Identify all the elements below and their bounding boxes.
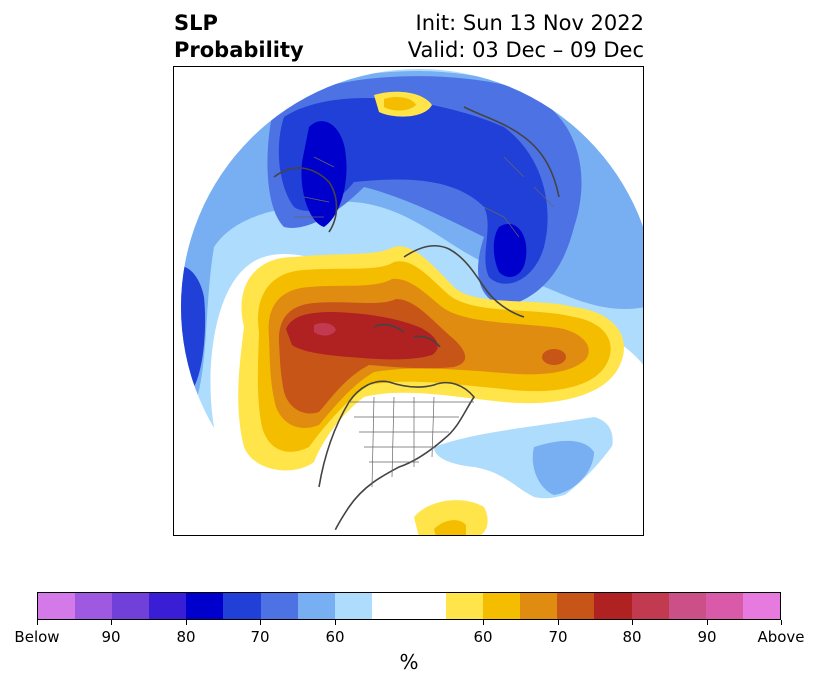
colorbar-segment [297, 593, 335, 619]
colorbar-tick-mark [558, 620, 559, 625]
above-south-region [414, 500, 488, 535]
colorbar-segment [260, 593, 298, 619]
colorbar-segment [408, 593, 447, 619]
map-panel [173, 66, 644, 536]
colorbar-segment [631, 593, 669, 619]
colorbar-segment [742, 593, 780, 619]
colorbar-segment [520, 593, 558, 619]
colorbar-tick-mark [37, 620, 38, 625]
colorbar [37, 592, 781, 620]
title-valid-range: Valid: 03 Dec – 09 Dec [407, 38, 644, 62]
colorbar-segment [594, 593, 632, 619]
colorbar-tick-label: 70 [548, 628, 568, 646]
colorbar-segment [112, 593, 150, 619]
colorbar-tick-mark [335, 620, 336, 625]
colorbar-tick-label: 60 [473, 628, 493, 646]
colorbar-segment [223, 593, 261, 619]
colorbar-segment [668, 593, 706, 619]
colorbar-tick-label: Below [14, 628, 60, 646]
title-variable: SLP [174, 11, 218, 35]
title-type: Probability [174, 38, 304, 62]
colorbar-tick-mark [707, 620, 708, 625]
colorbar-tick-label: 90 [697, 628, 717, 646]
below-90-region [278, 98, 548, 284]
title-init-date: Init: Sun 13 Nov 2022 [415, 11, 644, 35]
slp-probability-map [181, 69, 643, 535]
above-pocket-arctic-core [384, 97, 416, 111]
map-title-left: SLP Probability [174, 10, 304, 64]
above-max-region [314, 322, 336, 336]
colorbar-segment [483, 593, 521, 619]
colorbar-segment [705, 593, 743, 619]
map-title-right: Init: Sun 13 Nov 2022 Valid: 03 Dec – 09… [408, 10, 644, 64]
colorbar-segment [186, 593, 224, 619]
colorbar-segment [75, 593, 113, 619]
colorbar-segment [334, 593, 372, 619]
above-east-core [542, 349, 566, 365]
colorbar-segment [557, 593, 595, 619]
coastlines [273, 106, 560, 535]
colorbar-segment [149, 593, 187, 619]
colorbar-tick-mark [632, 620, 633, 625]
colorbar-segment [38, 593, 76, 619]
colorbar-tick-mark [483, 620, 484, 625]
colorbar-tick-mark [111, 620, 112, 625]
colorbar-tick-label: Above [757, 628, 805, 646]
colorbar-tick-label: 60 [325, 628, 345, 646]
colorbar-tick-mark [186, 620, 187, 625]
borders [294, 156, 555, 488]
colorbar-unit-label: % [399, 650, 419, 674]
colorbar-tick-mark [781, 620, 782, 625]
colorbar-tick-label: 80 [622, 628, 642, 646]
below-southeast-core [532, 440, 594, 495]
colorbar-tick-label: 70 [250, 628, 270, 646]
colorbar-tick-label: 90 [101, 628, 121, 646]
colorbar-tick-label: 80 [176, 628, 196, 646]
colorbar-segment [446, 593, 484, 619]
colorbar-tick-mark [260, 620, 261, 625]
above-south-core [434, 520, 466, 535]
below-max-region-east [493, 223, 527, 277]
colorbar-segment [371, 593, 409, 619]
